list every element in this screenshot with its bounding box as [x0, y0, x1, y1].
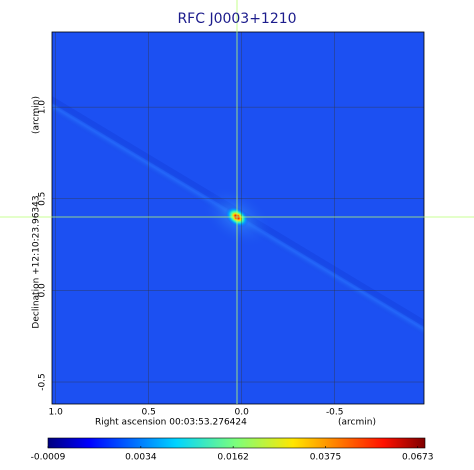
x-tick-label: 0.5	[142, 408, 156, 418]
x-axis-label: Right ascension 00:03:53.276424	[95, 418, 247, 428]
y-tick-label: 1.0	[38, 100, 48, 115]
colorbar-tick-label: 0.0673	[402, 453, 434, 463]
plot-frame	[51, 31, 425, 405]
chart-title: RFC J0003+1210	[177, 11, 296, 27]
y-tick-label: -0.5	[38, 373, 48, 391]
y-tick-label: 0.5	[38, 192, 48, 206]
grid	[52, 32, 424, 404]
x-tick-label: 0.0	[235, 408, 250, 418]
y-axis-label: Declination +12:10:23.96343	[32, 195, 42, 328]
colorbar	[47, 437, 426, 449]
y-axis-unit: (arcmin)	[32, 96, 42, 134]
colorbar-tick-label: 0.0034	[125, 453, 157, 463]
colorbar-tick-label: 0.0375	[310, 453, 342, 463]
x-axis-unit: (arcmin)	[338, 418, 376, 428]
x-tick-label: 1.0	[49, 408, 64, 418]
y-tick-label: 0.0	[38, 283, 48, 298]
x-tick-label: -0.5	[326, 408, 344, 418]
colorbar-tick-label: -0.0009	[31, 453, 66, 463]
colorbar-tick-label: 0.0162	[217, 453, 249, 463]
